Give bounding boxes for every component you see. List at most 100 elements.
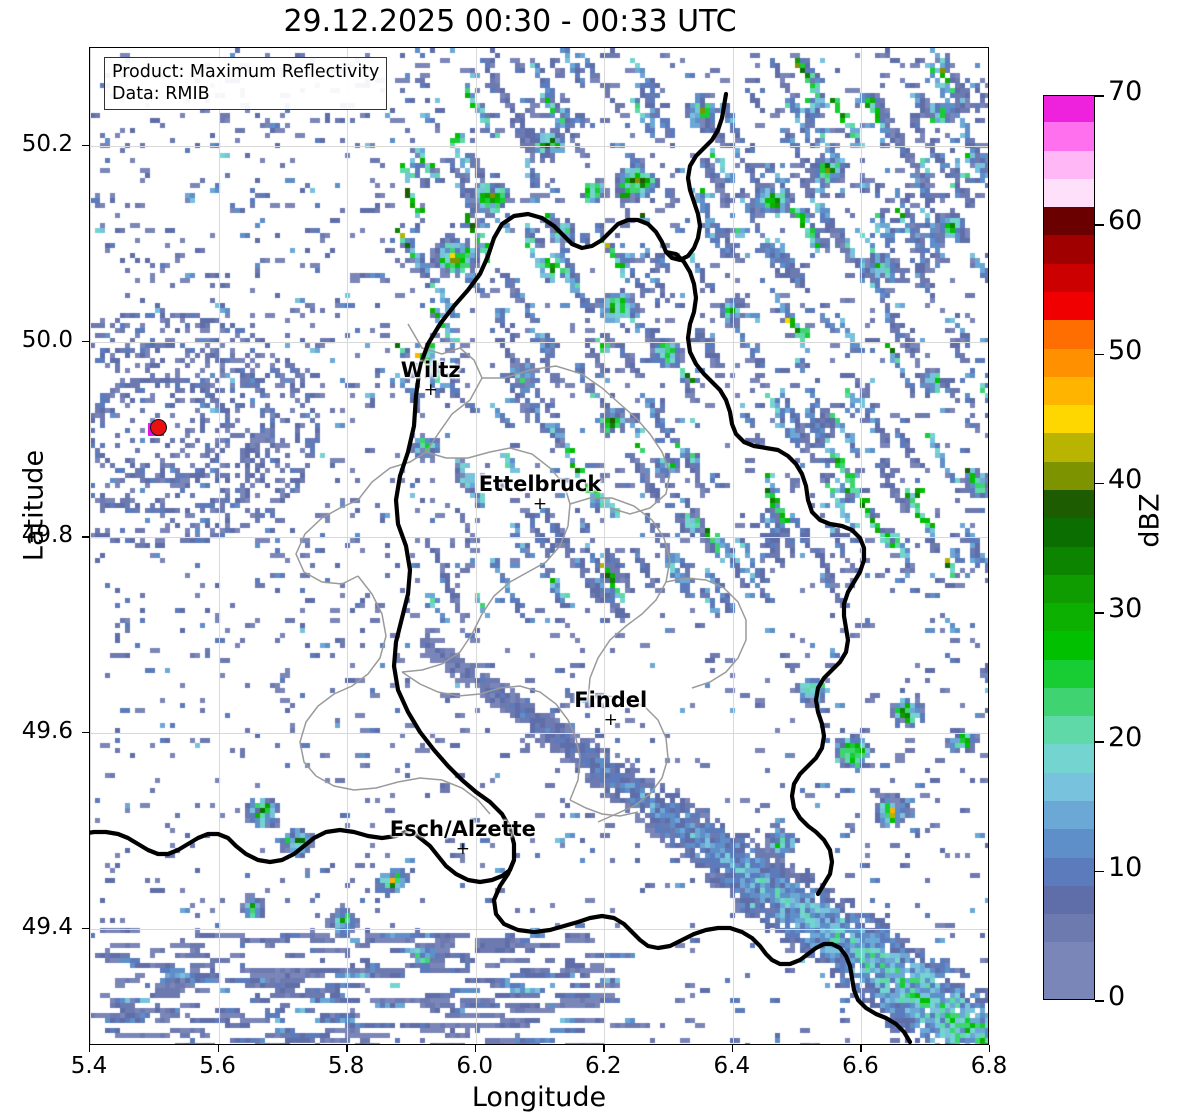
- x-axis-tick: [217, 1045, 219, 1052]
- colorbar-tick: [1095, 95, 1104, 97]
- x-axis-tick: [603, 1045, 605, 1052]
- gridline-vertical: [604, 48, 606, 1044]
- y-axis-tick-label: 49.6: [21, 717, 73, 744]
- x-axis-tick: [474, 1045, 477, 1052]
- y-axis-tick-label: 50.2: [21, 130, 73, 157]
- colorbar-band: [1044, 743, 1094, 773]
- colorbar-tick: [1095, 612, 1104, 614]
- colorbar-tick-label: 40: [1108, 463, 1143, 495]
- colorbar-tick-label: 0: [1108, 981, 1126, 1012]
- colorbar-band: [1044, 715, 1094, 745]
- x-axis-tick-label: 5.4: [70, 1053, 108, 1079]
- colorbar-band: [1044, 96, 1094, 123]
- colorbar-band: [1044, 913, 1094, 943]
- radar-echo-layer: [90, 48, 988, 1044]
- radar-site-dot: [149, 418, 167, 436]
- info-product-line: Product: Maximum Reflectivity: [112, 62, 380, 82]
- colorbar-tick: [1095, 870, 1104, 873]
- gridline-vertical: [475, 48, 477, 1044]
- gridline-horizontal: [90, 341, 988, 343]
- colorbar-band: [1044, 291, 1094, 321]
- gridline-vertical: [218, 48, 220, 1044]
- x-axis-tick: [731, 1045, 734, 1052]
- page-title: 29.12.2025 00:30 - 00:33 UTC: [283, 4, 737, 39]
- y-axis-tick-label: 49.4: [21, 913, 73, 940]
- colorbar-tick-label: 30: [1108, 593, 1143, 625]
- x-axis-tick-label: 5.8: [327, 1053, 365, 1079]
- colorbar-tick: [1095, 1000, 1104, 1002]
- colorbar-band: [1044, 404, 1094, 434]
- gridline-horizontal: [90, 145, 988, 147]
- colorbar-tick-label: 10: [1108, 851, 1143, 883]
- colorbar-tick: [1095, 482, 1104, 485]
- colorbar-band: [1044, 432, 1094, 462]
- colorbar-band: [1044, 263, 1094, 292]
- colorbar-band: [1044, 149, 1094, 179]
- colorbar-band: [1044, 489, 1094, 519]
- colorbar-tick-label: 50: [1108, 334, 1143, 366]
- colorbar-band: [1044, 121, 1094, 151]
- radar-site-marker: [147, 418, 167, 436]
- colorbar-band: [1044, 970, 1094, 999]
- colorbar-band: [1044, 687, 1094, 717]
- x-axis-tick: [989, 1045, 991, 1052]
- colorbar-band: [1044, 574, 1094, 604]
- y-axis-tick: [82, 927, 89, 929]
- colorbar-band: [1044, 941, 1094, 971]
- y-axis-tick: [82, 144, 89, 147]
- colorbar-band: [1044, 319, 1094, 349]
- colorbar-band: [1044, 178, 1094, 208]
- colorbar-band: [1044, 828, 1094, 858]
- x-axis-title: Longitude: [471, 1082, 607, 1113]
- y-axis-tick: [82, 536, 89, 538]
- colorbar-band: [1044, 347, 1094, 377]
- y-axis-title: Latitude: [18, 449, 50, 562]
- map-plot-area[interactable]: Product: Maximum Reflectivity Data: RMIB…: [89, 47, 989, 1045]
- colorbar: [1043, 95, 1095, 1000]
- colorbar-band: [1044, 461, 1094, 490]
- gridline-horizontal: [90, 928, 988, 930]
- colorbar-band: [1044, 630, 1094, 660]
- x-axis-tick: [346, 1045, 348, 1052]
- x-axis-tick-label: 5.6: [199, 1053, 236, 1079]
- colorbar-band: [1044, 659, 1094, 688]
- y-axis-tick: [82, 340, 89, 342]
- district-boundaries: [295, 323, 747, 823]
- colorbar-band: [1044, 857, 1094, 886]
- national-border: [90, 91, 913, 1044]
- colorbar-title: dBZ: [1134, 493, 1166, 548]
- map-canvas: Product: Maximum Reflectivity Data: RMIB…: [90, 48, 988, 1044]
- colorbar-band: [1044, 772, 1094, 802]
- colorbar-tick-label: 70: [1108, 76, 1143, 107]
- colorbar-tick: [1095, 224, 1104, 226]
- colorbar-tick-label: 20: [1108, 722, 1143, 754]
- colorbar-band: [1044, 602, 1094, 632]
- y-axis-tick-label: 49.8: [21, 522, 73, 549]
- colorbar-band: [1044, 885, 1094, 915]
- x-axis-tick-label: 6.8: [970, 1053, 1008, 1079]
- gridline-vertical: [347, 48, 349, 1044]
- colorbar-tick-label: 60: [1108, 205, 1143, 237]
- x-axis-tick-label: 6.4: [713, 1053, 751, 1079]
- boundary-layer: [90, 91, 913, 1044]
- info-data-line: Data: RMIB: [112, 84, 210, 105]
- colorbar-band: [1044, 206, 1094, 236]
- x-axis-tick-label: 6.6: [842, 1053, 879, 1079]
- colorbar-tick: [1095, 353, 1104, 356]
- colorbar-band: [1044, 800, 1094, 830]
- colorbar-band: [1044, 376, 1094, 406]
- y-axis-tick: [82, 731, 89, 734]
- x-axis-tick: [89, 1045, 91, 1052]
- gridline-vertical: [90, 48, 91, 1044]
- x-axis-tick-label: 6.0: [456, 1053, 493, 1079]
- colorbar-tick: [1095, 741, 1104, 744]
- x-axis-tick-label: 6.2: [584, 1053, 622, 1079]
- colorbar-band: [1044, 517, 1094, 547]
- gridline-horizontal: [90, 537, 988, 539]
- colorbar-band: [1044, 234, 1094, 264]
- gridline-vertical: [732, 48, 734, 1044]
- y-axis-tick-label: 50.0: [21, 326, 73, 353]
- gridline-horizontal: [90, 732, 988, 734]
- info-box: Product: Maximum Reflectivity Data: RMIB: [104, 57, 388, 111]
